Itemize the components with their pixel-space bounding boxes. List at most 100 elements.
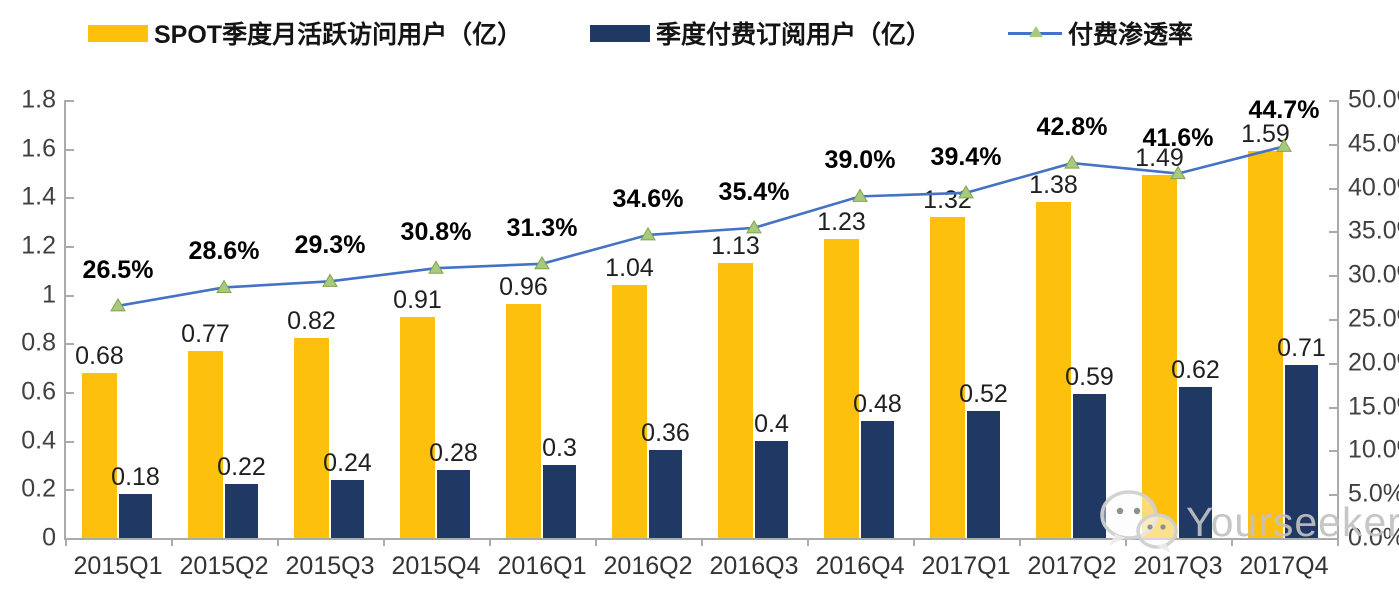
subscriber-bar xyxy=(649,450,682,538)
mau-bar xyxy=(824,238,859,538)
y-tick-left xyxy=(65,489,74,492)
mau-bar xyxy=(82,372,117,538)
x-axis-label: 2017Q1 xyxy=(921,552,1011,580)
y-axis-label-right: 10.0% xyxy=(1348,435,1399,464)
subscriber-value-label: 0.3 xyxy=(542,434,577,462)
y-axis-label-right: 20.0% xyxy=(1348,348,1399,377)
x-axis-label: 2016Q1 xyxy=(497,552,587,580)
y-axis-label-right: 15.0% xyxy=(1348,392,1399,421)
mau-value-label: 1.04 xyxy=(605,253,654,282)
y-tick-right xyxy=(1329,275,1338,278)
y-axis-label-left: 1.6 xyxy=(21,134,56,163)
subscriber-bar xyxy=(1285,365,1318,538)
x-axis-label: 2017Q2 xyxy=(1027,552,1117,580)
y-tick-left xyxy=(65,538,74,540)
y-axis-label-left: 1.4 xyxy=(21,182,56,211)
y-tick-right xyxy=(1329,100,1338,102)
x-tick xyxy=(807,538,809,546)
y-axis-label-left: 0.8 xyxy=(21,328,56,357)
y-tick-left xyxy=(65,197,74,200)
subscriber-value-label: 0.24 xyxy=(323,448,372,477)
y-axis-label-left: 0.4 xyxy=(21,426,56,455)
mau-value-label: 0.82 xyxy=(287,307,336,336)
mau-bar xyxy=(1248,151,1283,538)
subscriber-bar xyxy=(437,469,470,538)
subscriber-value-label: 0.59 xyxy=(1065,363,1114,392)
y-tick-right xyxy=(1329,538,1338,540)
y-tick-right xyxy=(1329,406,1338,409)
subscriber-bar xyxy=(119,494,152,538)
y-axis-label-left: 1.2 xyxy=(21,231,56,260)
mau-value-label: 1.13 xyxy=(711,232,760,261)
x-tick xyxy=(383,538,385,546)
penetration-value-label: 35.4% xyxy=(718,177,790,206)
triangle-marker-icon xyxy=(746,219,762,234)
mau-value-label: 0.68 xyxy=(75,341,124,370)
y-tick-right xyxy=(1329,231,1338,234)
subscribers-legend-label: 季度付费订阅用户（亿） xyxy=(656,21,932,49)
y-axis-label-right: 50.0% xyxy=(1348,85,1399,114)
x-tick xyxy=(1125,538,1127,546)
x-axis-label: 2017Q3 xyxy=(1133,552,1223,580)
penetration-value-label: 28.6% xyxy=(188,237,260,266)
triangle-marker-icon xyxy=(322,273,338,287)
y-axis-label-right: 30.0% xyxy=(1348,260,1399,289)
x-tick xyxy=(913,538,915,546)
x-tick xyxy=(1337,538,1339,546)
x-axis-label: 2015Q4 xyxy=(391,552,481,580)
x-axis-label: 2016Q4 xyxy=(815,552,905,580)
y-tick-left xyxy=(65,343,74,346)
y-axis-label-right: 40.0% xyxy=(1348,173,1399,202)
x-tick xyxy=(171,538,173,546)
subscriber-value-label: 0.18 xyxy=(111,463,160,492)
y-axis-label-right: 35.0% xyxy=(1348,216,1399,245)
y-axis-label-left: 1 xyxy=(42,280,56,309)
y-tick-right xyxy=(1329,187,1338,190)
triangle-marker-icon xyxy=(958,184,974,199)
y-tick-right xyxy=(1329,494,1338,497)
mau-bar xyxy=(612,284,647,538)
mau-bar xyxy=(1036,202,1071,538)
x-axis-label: 2015Q2 xyxy=(179,552,269,580)
x-tick xyxy=(1231,538,1233,546)
y-axis-label-left: 0.2 xyxy=(21,474,56,503)
subscriber-value-label: 0.4 xyxy=(754,409,789,438)
y-axis-right xyxy=(1337,100,1339,539)
y-tick-right xyxy=(1329,319,1338,321)
legend-item-penetration: 付费渗透率 xyxy=(1008,16,1193,50)
triangle-marker-icon xyxy=(640,226,656,241)
penetration-value-label: 39.0% xyxy=(824,146,896,175)
y-tick-left xyxy=(65,100,74,102)
x-axis-label: 2016Q3 xyxy=(709,552,799,580)
triangle-marker-icon xyxy=(1064,155,1080,169)
y-tick-left xyxy=(65,440,74,443)
subscriber-bar xyxy=(331,479,364,538)
subscriber-value-label: 0.52 xyxy=(959,380,1008,409)
mau-value-label: 1.49 xyxy=(1135,144,1184,173)
mau-value-label: 0.77 xyxy=(181,319,230,348)
subscriber-bar xyxy=(755,440,788,538)
y-axis-left xyxy=(64,100,66,539)
y-tick-left xyxy=(65,294,74,297)
y-axis-label-right: 25.0% xyxy=(1348,304,1399,333)
subscribers-legend-swatch xyxy=(590,24,650,42)
subscriber-value-label: 0.71 xyxy=(1277,334,1326,363)
penetration-value-label: 26.5% xyxy=(82,255,154,284)
y-tick-left xyxy=(65,148,74,151)
mau-bar xyxy=(400,316,435,538)
x-axis-label: 2016Q2 xyxy=(603,552,693,580)
triangle-marker-icon xyxy=(534,255,550,270)
mau-bar xyxy=(506,304,541,538)
x-axis-label: 2015Q1 xyxy=(73,552,163,580)
y-tick-left xyxy=(65,246,74,248)
subscriber-bar xyxy=(861,421,894,538)
mau-bar xyxy=(1142,175,1177,538)
triangle-marker-icon xyxy=(216,279,232,293)
x-tick xyxy=(489,538,491,546)
mau-bar xyxy=(930,216,965,538)
triangle-marker-icon xyxy=(1276,138,1292,152)
y-tick-right xyxy=(1329,362,1338,365)
subscriber-value-label: 0.36 xyxy=(641,419,690,448)
penetration-value-label: 44.7% xyxy=(1248,96,1320,125)
